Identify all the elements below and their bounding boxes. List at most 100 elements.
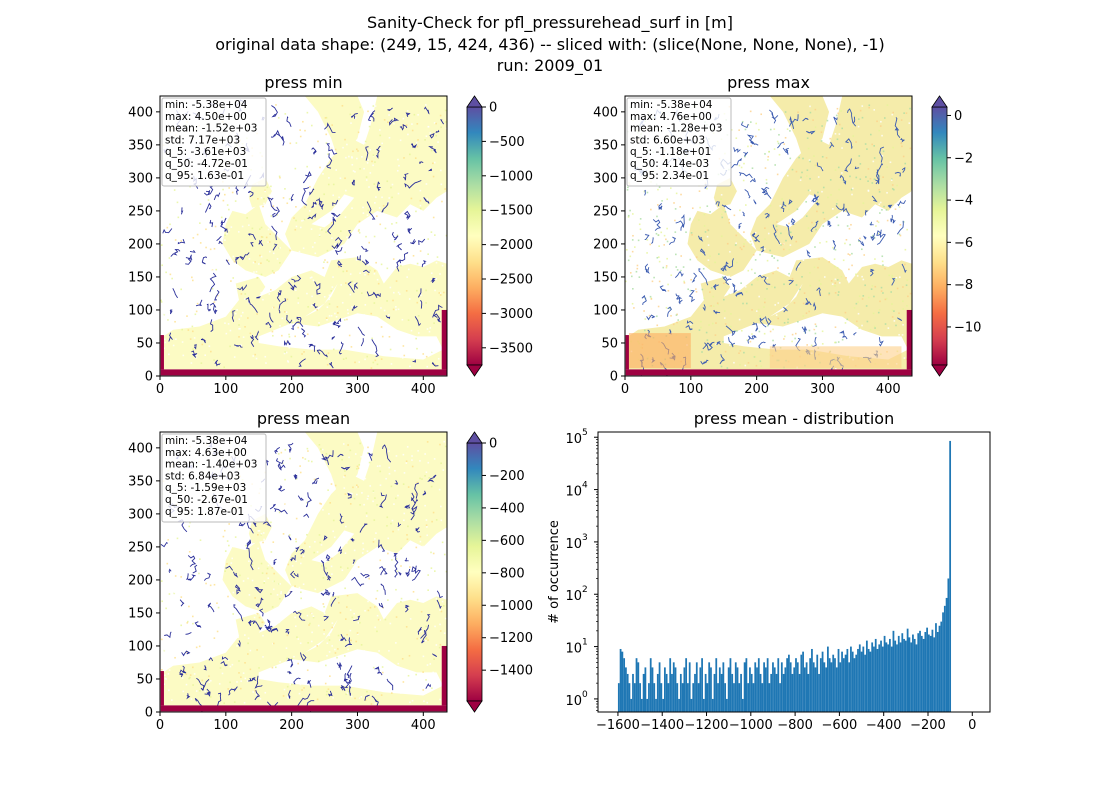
y-tick-label: 10 — [565, 432, 582, 447]
map-pixel — [855, 141, 857, 143]
map-pixel — [164, 677, 167, 680]
map-pixel — [884, 298, 887, 301]
map-pixel — [339, 253, 342, 256]
map-pixel — [236, 681, 238, 683]
map-pixel — [301, 353, 303, 355]
map-pixel — [221, 261, 223, 264]
river-line — [900, 138, 906, 143]
map-pixel — [408, 566, 411, 568]
histogram-bar — [671, 673, 673, 712]
map-pixel — [359, 442, 362, 445]
map-pixel — [733, 214, 736, 217]
map-pixel — [299, 135, 302, 138]
map-pixel — [300, 537, 303, 540]
map-pixel — [806, 344, 808, 346]
map-pixel — [273, 183, 276, 185]
map-pixel — [216, 545, 218, 547]
river-line — [410, 505, 418, 515]
stats-line: q_50: 4.14e-03 — [630, 158, 709, 170]
map-pixel — [267, 200, 270, 202]
map-pixel — [430, 551, 432, 554]
map-pixel — [722, 209, 725, 212]
river-line — [250, 242, 254, 247]
map-pixel — [688, 219, 691, 221]
map-pixel — [302, 194, 305, 197]
map-pixel — [385, 477, 387, 480]
river-line — [378, 602, 384, 609]
river-line — [254, 330, 259, 341]
map-pixel — [290, 355, 293, 358]
histogram-bar — [818, 673, 820, 712]
x-tick-label: −1200 — [685, 718, 729, 733]
x-tick-label: 200 — [744, 382, 769, 397]
map-pixel — [738, 129, 740, 131]
map-pixel — [416, 289, 418, 292]
map-pixel — [663, 244, 666, 246]
map-pixel — [338, 323, 340, 326]
river-line — [267, 196, 278, 212]
map-pixel — [209, 248, 212, 251]
map-pixel — [855, 176, 858, 179]
histogram-bar — [855, 654, 858, 712]
map-pixel — [802, 302, 805, 305]
map-pixel — [744, 286, 747, 288]
map-pixel — [286, 360, 289, 362]
map-pixel — [890, 179, 893, 181]
map-pixel — [284, 503, 286, 505]
map-pixel — [687, 288, 689, 291]
map-pixel — [260, 562, 263, 565]
boundary-strip-bottom — [160, 705, 447, 712]
map-pixel — [428, 551, 430, 553]
river-line — [721, 204, 732, 211]
histogram-bar — [878, 644, 881, 712]
map-pixel — [268, 194, 271, 197]
river-line — [284, 590, 293, 598]
river-line — [234, 584, 241, 592]
map-pixel — [437, 357, 440, 360]
map-pixel — [261, 236, 264, 238]
map-pixel — [862, 295, 865, 297]
map-pixel — [347, 312, 349, 315]
map-pixel — [747, 362, 750, 364]
map-pixel — [744, 364, 747, 367]
map-pixel — [740, 282, 742, 284]
river-line — [275, 458, 284, 465]
map-pixel — [238, 324, 240, 326]
map-pixel — [760, 113, 763, 116]
map-pixel — [226, 540, 229, 542]
river-line — [743, 151, 749, 157]
map-pixel — [670, 319, 672, 322]
map-pixel — [870, 133, 872, 136]
map-pixel — [190, 642, 193, 645]
map-pixel — [304, 458, 307, 460]
map-pixel — [881, 209, 883, 211]
map-pixel — [191, 666, 194, 669]
river-line — [225, 565, 234, 571]
map-pixel — [346, 593, 349, 596]
map-pixel — [286, 676, 289, 678]
map-pixel — [193, 337, 196, 339]
river-line — [777, 141, 785, 149]
map-pixel — [209, 696, 212, 698]
map-pixel — [341, 569, 344, 572]
map-pixel — [643, 310, 645, 312]
map-pixel — [323, 261, 325, 263]
map-pixel — [202, 650, 205, 652]
map-pixel — [299, 226, 302, 229]
river-line — [742, 211, 746, 217]
map-pixel — [163, 312, 166, 315]
map-pixel — [658, 260, 661, 263]
map-pixel — [168, 257, 171, 259]
map-pixel — [777, 317, 779, 320]
map-pixel — [361, 660, 363, 662]
map-pixel — [354, 361, 356, 364]
map-pixel — [367, 273, 370, 276]
map-pixel — [815, 228, 817, 231]
river-line — [730, 157, 742, 169]
map-pixel — [254, 353, 257, 356]
map-pixel — [780, 244, 782, 246]
x-tick-label: −600 — [822, 718, 858, 733]
map-pixel — [271, 341, 274, 343]
map-pixel — [293, 217, 295, 219]
map-pixel — [186, 622, 189, 624]
